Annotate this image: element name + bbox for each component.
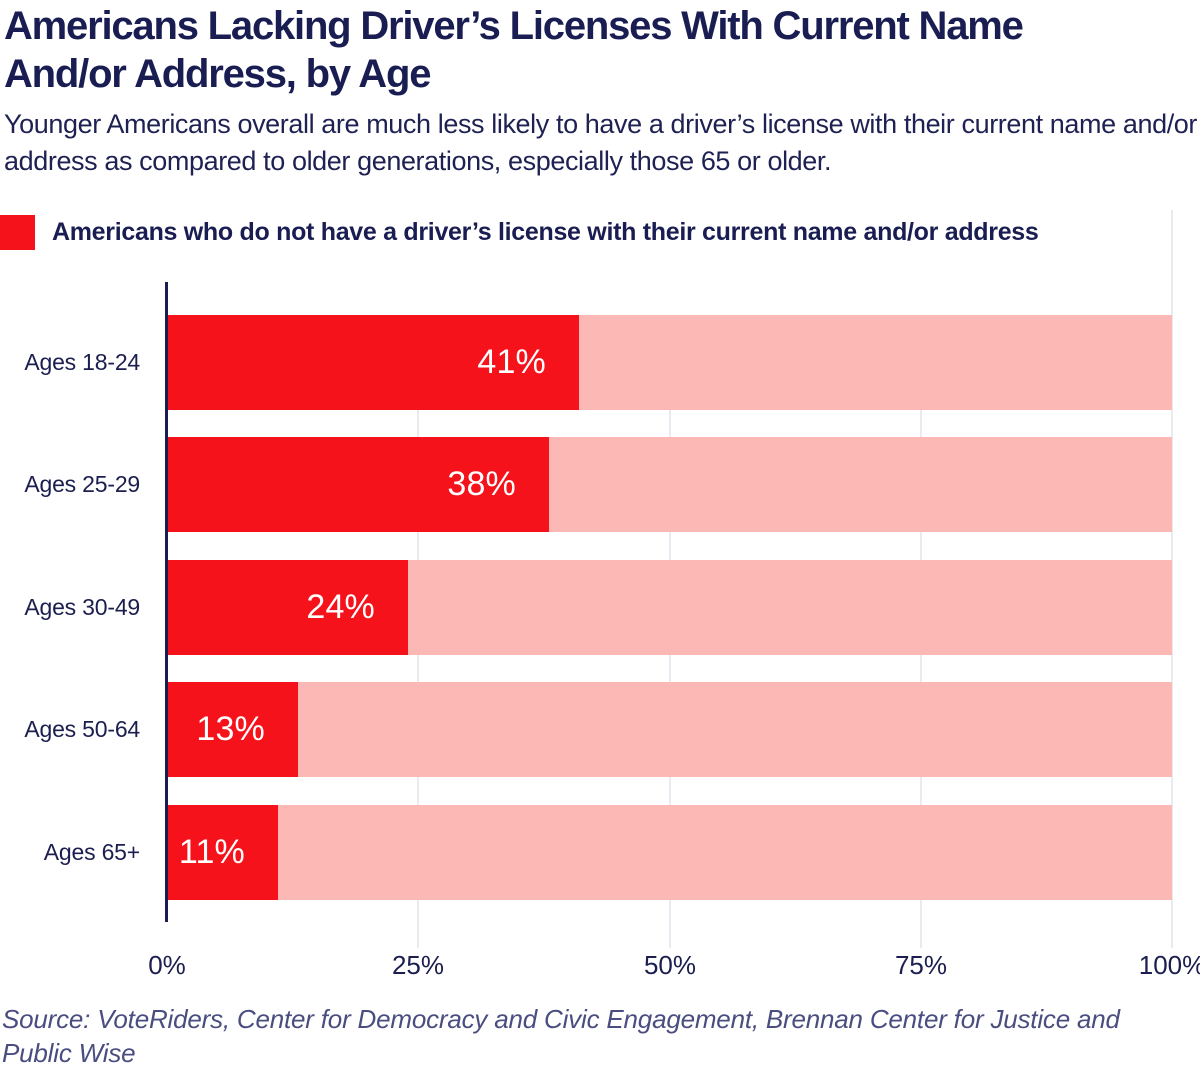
- category-label: Ages 30-49: [24, 594, 140, 620]
- legend-swatch-icon: [0, 215, 35, 250]
- x-tick-label: 0%: [148, 950, 186, 980]
- bar-fill: 41%: [167, 315, 579, 410]
- x-tick-label: 100%: [1138, 950, 1200, 980]
- category-label: Ages 18-24: [24, 349, 140, 375]
- bar-track: 11%: [167, 805, 1172, 900]
- value-label: 11%: [178, 833, 245, 871]
- bar-track: 41%: [167, 315, 1172, 410]
- value-label: 13%: [196, 710, 265, 748]
- category-label: Ages 50-64: [24, 716, 140, 742]
- value-label: 41%: [477, 343, 546, 381]
- category-label: Ages 25-29: [24, 471, 140, 497]
- x-tick-label: 75%: [894, 950, 948, 980]
- chart-title: Americans Lacking Driver’s Licenses With…: [4, 4, 1024, 96]
- x-tick-label: 25%: [391, 950, 445, 980]
- bar-fill: 13%: [167, 682, 298, 777]
- value-label: 38%: [447, 465, 516, 503]
- category-label: Ages 65+: [43, 839, 140, 865]
- chart-subtitle: Younger Americans overall are much less …: [4, 109, 1198, 176]
- bar-fill: 24%: [167, 560, 408, 655]
- bar-track: 38%: [167, 437, 1172, 532]
- bar-fill: 11%: [167, 805, 278, 900]
- source-text: Source: VoteRiders, Center for Democracy…: [2, 1004, 1120, 1068]
- legend-label: Americans who do not have a driver’s lic…: [52, 218, 1039, 246]
- value-label: 24%: [306, 588, 375, 626]
- gridline-100: [1171, 210, 1173, 948]
- bar-track: 24%: [167, 560, 1172, 655]
- bar-fill: 38%: [167, 437, 549, 532]
- bar-track: 13%: [167, 682, 1172, 777]
- y-axis-line: [165, 282, 168, 922]
- x-tick-label: 50%: [643, 950, 697, 980]
